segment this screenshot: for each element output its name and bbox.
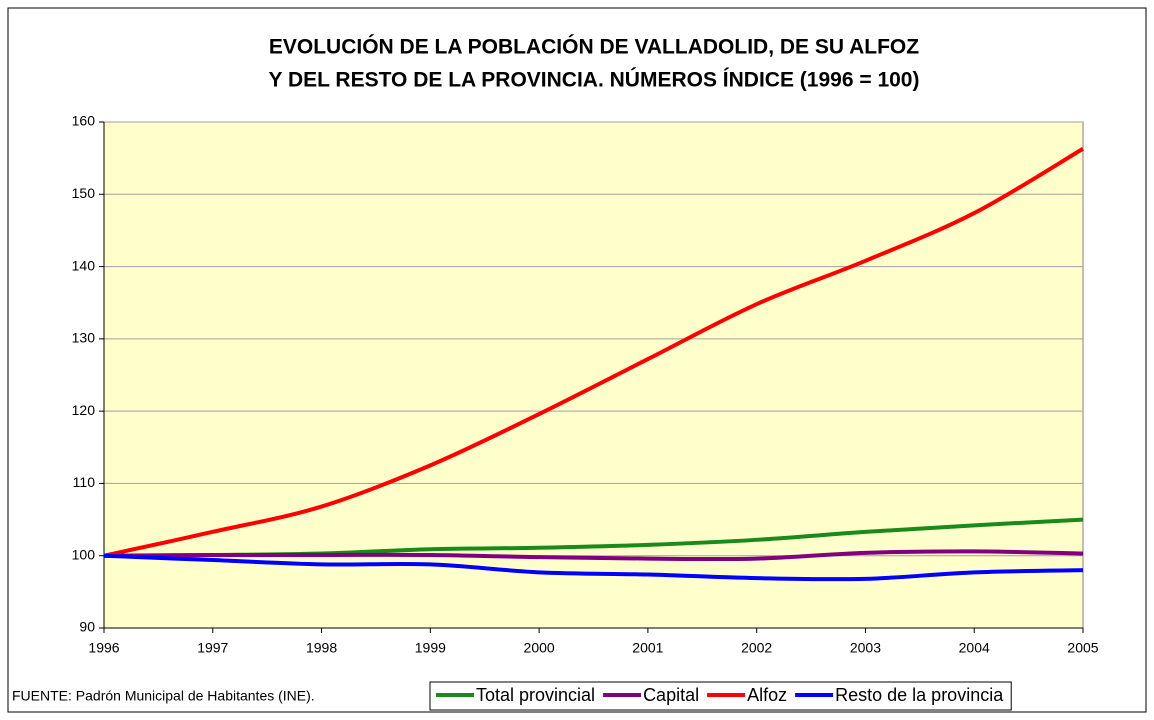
chart-title: EVOLUCIÓN DE LA POBLACIÓN DE VALLADOLID,… bbox=[269, 35, 919, 59]
x-tick-label: 2005 bbox=[1067, 640, 1098, 656]
x-tick-label: 1998 bbox=[306, 640, 337, 656]
source-note: FUENTE: Padrón Municipal de Habitantes (… bbox=[12, 688, 315, 704]
legend-label: Total provincial bbox=[476, 685, 595, 705]
x-tick-label: 1997 bbox=[197, 640, 228, 656]
y-tick-label: 120 bbox=[72, 402, 96, 418]
x-tick-label: 2002 bbox=[741, 640, 772, 656]
series-line bbox=[103, 553, 1084, 582]
x-tick-label: 2004 bbox=[959, 640, 990, 656]
series-line bbox=[103, 549, 1084, 562]
x-tick-label: 2003 bbox=[850, 640, 881, 656]
x-tick-label: 2001 bbox=[632, 640, 663, 656]
legend-label: Capital bbox=[643, 685, 699, 705]
y-tick-label: 90 bbox=[79, 619, 95, 635]
y-tick-label: 140 bbox=[72, 257, 96, 273]
y-tick-label: 150 bbox=[72, 185, 96, 201]
y-tick-label: 110 bbox=[73, 474, 96, 490]
x-tick-label: 2000 bbox=[524, 640, 555, 656]
series-line bbox=[103, 147, 1085, 558]
x-tick-label: 1996 bbox=[88, 640, 119, 656]
plot-area bbox=[103, 121, 1084, 629]
x-tick-label: 1999 bbox=[415, 640, 446, 656]
legend-label: Resto de la provincia bbox=[835, 685, 1004, 705]
legend-label: Alfoz bbox=[747, 685, 787, 705]
y-tick-label: 100 bbox=[72, 546, 96, 562]
y-tick-label: 160 bbox=[72, 113, 96, 129]
y-tick-label: 130 bbox=[72, 330, 96, 346]
chart-title: Y DEL RESTO DE LA PROVINCIA. NÚMEROS ÍND… bbox=[269, 68, 920, 92]
